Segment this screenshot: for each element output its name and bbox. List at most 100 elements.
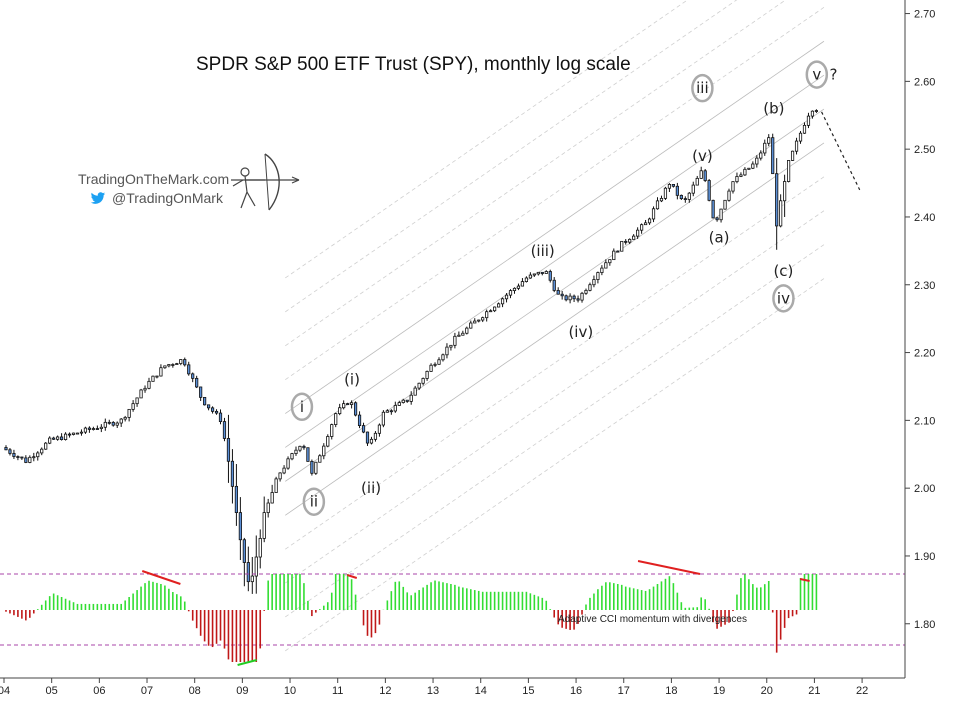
candle-body [91,428,95,430]
candle-body [111,422,115,426]
candle-body [687,192,691,200]
candle-body [218,412,223,422]
x-tick-label: 08 [189,685,201,697]
candle-body [246,562,250,583]
candle-body [107,421,111,424]
candle-body [810,110,815,117]
candle-body [612,250,616,261]
wave-label: (v) [692,147,713,165]
candle-body [429,364,433,372]
wave-label: (ii) [361,479,381,497]
wave-circle [691,73,714,103]
candle-body [572,295,576,300]
wave-label: iii [696,79,709,97]
candle-body [250,575,254,583]
candle-body [393,405,397,412]
candle-body [763,142,767,154]
candle-body [199,386,203,398]
x-tick-label: 14 [475,685,487,697]
y-axis: 2.70 2.60 2.50 2.40 2.30 2.20 2.10 2.00 1.90 1.80 [905,9,935,631]
x-tick-label: 10 [284,685,296,697]
x-tick-label: 17 [618,685,630,697]
candle-body [512,287,517,292]
candle-body [643,222,648,226]
wave-label: ii [310,493,318,511]
candle-body [711,199,715,219]
y-tick-label: 1.80 [914,619,935,631]
wave-label: (i) [344,371,360,389]
candle-body [544,271,548,274]
candle-body [183,359,187,366]
candle-body [699,170,703,179]
candle-body [771,137,775,175]
wave-label: i [300,398,304,416]
candle-body [131,403,135,410]
candle-body [560,293,564,297]
x-tick-label: 11 [332,685,343,697]
y-tick-label: 2.70 [914,9,935,21]
candle-body [477,319,481,322]
candle-body [600,267,604,273]
candle-body [723,199,727,210]
candle-body [703,170,707,181]
wave-label: iv [777,289,790,307]
candle-body [16,456,20,458]
candle-body [421,378,425,384]
candle-body [143,387,147,391]
candle-body [191,373,195,379]
x-tick-label: 16 [570,685,582,697]
candle-body [814,110,819,112]
candle-body [651,208,656,220]
candle-body [377,424,382,434]
candle-body [397,402,401,406]
candle-body [119,418,123,424]
channel-line [285,74,825,448]
channel-line [285,142,825,516]
candle-body [314,461,318,474]
candle-body [787,160,791,182]
candle-body [588,284,592,291]
candle-body [802,124,807,134]
cci-histogram [0,560,905,666]
x-tick-label: 20 [761,685,773,697]
candle-body [449,344,453,348]
candle-body [437,359,441,365]
x-tick-label: 12 [379,685,391,697]
candle-body [457,334,461,337]
divergence-line [141,570,181,585]
candle-body [222,421,227,439]
archer-logo-icon [231,153,300,211]
candle-body [238,512,242,541]
wave-circle [290,392,314,422]
candle-body [357,414,362,426]
candle-body [798,132,803,142]
candle-body [504,294,509,300]
candle-body [330,424,334,437]
candle-body [87,427,92,430]
candle-body [441,354,445,361]
candle-body [171,364,175,366]
x-tick-label: 21 [808,685,820,697]
y-tick-label: 2.10 [914,415,935,427]
candle-body [695,177,699,186]
candle-body [655,200,660,210]
candle-body [123,416,127,420]
candle-body [302,445,306,449]
candle-body [254,556,258,577]
candle-body [739,174,743,177]
candle-body [683,198,687,200]
candle-body [528,274,532,279]
candle-body [95,428,99,430]
candle-body [409,394,413,402]
twitter-handle: @TradingOnMark [112,190,223,206]
divergence-line [799,578,810,582]
candle-body [632,235,636,240]
candle-body [759,152,763,159]
candle-body [353,402,358,416]
candle-body [620,240,624,252]
candle-body [564,295,568,301]
candle-body [592,279,596,286]
candle-body [369,438,374,444]
candle-body [365,431,370,444]
x-tick-label: 19 [713,685,725,697]
